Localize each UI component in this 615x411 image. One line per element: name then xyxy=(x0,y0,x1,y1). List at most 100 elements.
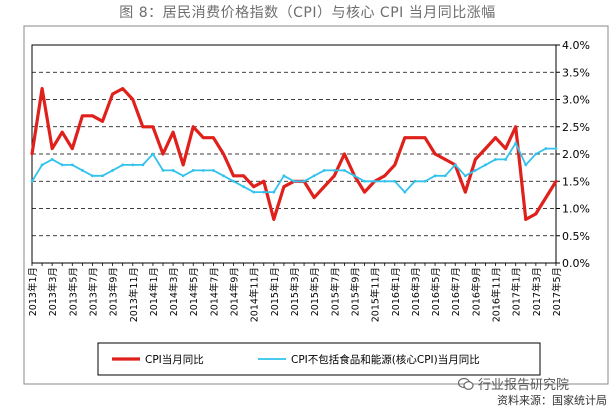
series-lines xyxy=(30,86,558,221)
data-point xyxy=(141,163,145,167)
data-point xyxy=(504,158,508,161)
legend-box xyxy=(97,342,541,376)
x-tick-label: 2014年1月 xyxy=(148,267,160,316)
data-point xyxy=(514,125,518,129)
data-point xyxy=(473,168,477,172)
data-point xyxy=(50,158,54,161)
y-tick-label: 2.5% xyxy=(562,121,590,134)
source-note: 资料来源：国家统计局 xyxy=(497,394,607,407)
data-point xyxy=(222,152,225,156)
data-point xyxy=(342,168,346,172)
data-point xyxy=(262,179,266,183)
data-point xyxy=(494,158,497,161)
data-point xyxy=(101,119,104,123)
x-tick-label: 2016年7月 xyxy=(450,267,462,316)
data-point xyxy=(504,147,508,150)
legend: CPI当月同比 CPI不包括食品和能源(核心CPI)当月同比 xyxy=(112,353,480,366)
x-tick-label: 2015年9月 xyxy=(349,267,361,316)
y-tick-label: 0.5% xyxy=(562,230,590,243)
x-tick-label: 2013年5月 xyxy=(67,267,79,316)
data-point xyxy=(141,125,145,129)
data-point xyxy=(80,168,84,172)
y-axis-ticks: 0.0% 0.5% 1.0% 1.5% 2.0% 2.5% 3.0% 3.5% 4.0% xyxy=(556,39,590,270)
data-point xyxy=(322,185,326,189)
data-point xyxy=(242,185,246,189)
data-point xyxy=(222,174,225,178)
data-point xyxy=(373,179,377,183)
data-point xyxy=(272,190,276,194)
data-point xyxy=(463,190,467,194)
y-tick-label: 0.0% xyxy=(562,257,590,270)
y-tick-label: 4.0% xyxy=(562,39,590,52)
data-point xyxy=(332,174,336,178)
x-tick-label: 2013年3月 xyxy=(47,267,59,316)
data-point xyxy=(433,174,437,178)
data-point xyxy=(393,179,397,183)
data-point xyxy=(453,163,457,167)
data-point xyxy=(484,163,487,167)
x-tick-label: 2013年7月 xyxy=(87,267,99,316)
data-point xyxy=(383,179,387,183)
data-point xyxy=(191,125,195,129)
y-tick-label: 3.5% xyxy=(562,66,590,79)
x-tick-label: 2015年7月 xyxy=(329,267,341,316)
x-axis-ticks: 2013年1月 2013年3月 2013年5月 2013年7月 2013年9月 2013年… xyxy=(27,263,563,322)
data-point xyxy=(60,163,64,167)
data-point xyxy=(524,218,528,221)
data-point xyxy=(121,87,125,90)
data-point xyxy=(151,125,155,129)
legend-label: CPI当月同比 xyxy=(145,353,204,366)
data-point xyxy=(252,190,256,194)
data-point xyxy=(40,87,44,90)
y-tick-label: 1.0% xyxy=(562,203,590,216)
data-point xyxy=(121,163,125,167)
x-tick-label: 2014年3月 xyxy=(168,267,180,316)
x-tick-label: 2016年5月 xyxy=(430,267,442,316)
data-point xyxy=(171,130,175,134)
data-point xyxy=(30,179,34,183)
y-tick-label: 3.0% xyxy=(562,94,590,107)
data-point xyxy=(191,168,195,172)
data-point xyxy=(181,163,185,167)
data-point xyxy=(524,163,528,167)
data-point xyxy=(554,179,558,183)
x-tick-label: 2013年9月 xyxy=(108,267,120,316)
data-point xyxy=(161,168,165,172)
data-point xyxy=(211,168,215,172)
data-point xyxy=(91,174,94,178)
data-point xyxy=(383,174,387,178)
data-point xyxy=(131,163,135,167)
data-point xyxy=(443,174,447,178)
data-point xyxy=(201,136,205,140)
data-point xyxy=(80,114,84,118)
data-point xyxy=(534,152,538,156)
data-point xyxy=(544,147,548,150)
data-point xyxy=(211,136,215,140)
data-point xyxy=(494,136,497,140)
data-point xyxy=(282,185,286,189)
x-tick-label: 2014年11月 xyxy=(249,267,261,322)
data-point xyxy=(353,174,356,178)
data-point xyxy=(201,168,205,172)
data-point xyxy=(514,141,518,145)
data-point xyxy=(473,158,477,161)
data-point xyxy=(282,174,286,178)
x-tick-label: 2014年9月 xyxy=(229,267,241,316)
x-tick-label: 2013年11月 xyxy=(128,267,140,322)
x-tick-label: 2016年9月 xyxy=(470,267,482,316)
data-point xyxy=(292,179,296,183)
data-point xyxy=(413,136,417,140)
data-point xyxy=(403,190,407,194)
x-tick-label: 2013年1月 xyxy=(27,267,39,316)
watermark: 行业报告研究院 xyxy=(458,374,569,393)
data-point xyxy=(322,168,326,172)
data-point xyxy=(252,185,256,189)
data-point xyxy=(302,179,306,183)
x-tick-label: 2016年1月 xyxy=(390,267,402,316)
data-point xyxy=(363,190,366,194)
data-point xyxy=(30,152,34,156)
data-point xyxy=(423,179,427,183)
x-tick-label: 2015年5月 xyxy=(309,267,321,316)
data-point xyxy=(443,158,447,161)
